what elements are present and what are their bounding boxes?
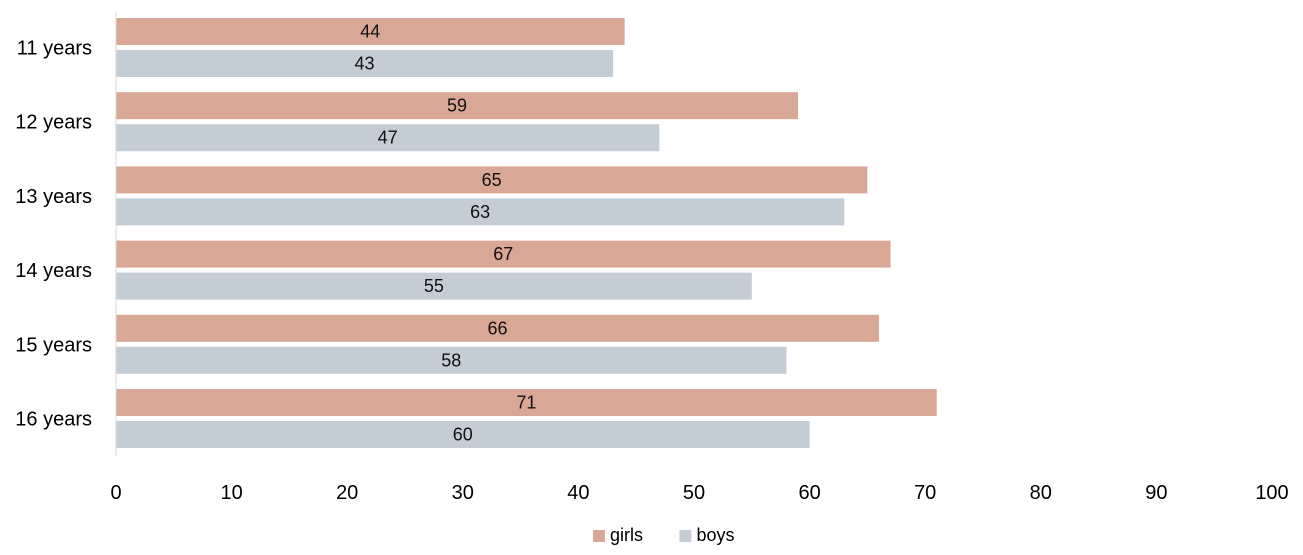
bar-girls	[116, 18, 625, 45]
x-tick-label: 100	[1255, 482, 1288, 504]
category-label: 16 years	[15, 409, 92, 431]
x-tick-label: 80	[1030, 482, 1052, 504]
bar-boys	[116, 272, 752, 300]
bar-boys	[116, 198, 845, 226]
x-tick-label: 60	[798, 482, 820, 504]
category-label: 12 years	[15, 112, 92, 134]
category-label: 14 years	[15, 260, 92, 282]
legend-label-boys: boys	[697, 525, 735, 545]
data-label: 47	[378, 128, 398, 148]
data-label: 44	[360, 22, 380, 42]
data-label: 60	[453, 425, 473, 445]
x-tick-labels-layer: 0 10 20 30 40 50 60 70 80 90 100	[110, 482, 1288, 504]
bar-girls	[116, 92, 799, 120]
category-label: 11 years	[17, 38, 92, 60]
bar-girls	[116, 314, 879, 342]
category-label: 15 years	[15, 334, 92, 356]
data-label: 63	[470, 202, 490, 222]
bars-layer	[116, 18, 937, 448]
category-labels-layer: 11 years 12 years 13 years 14 years 15 years…	[15, 38, 92, 431]
x-tick-label: 30	[452, 482, 474, 504]
x-tick-label: 90	[1145, 482, 1167, 504]
x-tick-label: 10	[220, 482, 242, 504]
legend-swatch-girls	[593, 530, 605, 542]
x-tick-label: 70	[914, 482, 936, 504]
legend-label-girls: girls	[610, 525, 643, 545]
bar-girls	[116, 240, 891, 268]
x-tick-label: 50	[683, 482, 705, 504]
x-tick-label: 0	[110, 482, 121, 504]
data-label: 65	[482, 170, 502, 190]
category-label: 13 years	[15, 186, 92, 208]
data-label: 55	[424, 276, 444, 296]
bar-boys	[116, 421, 810, 448]
bar-boys	[116, 346, 787, 374]
data-labels-layer: 44 43 59 47 65 63 67 55 66 58 71 60	[355, 22, 537, 445]
data-label: 58	[441, 350, 461, 370]
bar-boys	[116, 124, 660, 152]
x-tick-label: 40	[567, 482, 589, 504]
legend-swatch-boys	[679, 530, 692, 542]
bar-girls	[116, 389, 937, 416]
data-label: 59	[447, 96, 467, 116]
legend: girls boys	[593, 525, 735, 545]
data-label: 71	[516, 393, 536, 413]
data-label: 66	[487, 318, 507, 338]
data-label: 43	[355, 54, 375, 74]
x-tick-label: 20	[336, 482, 358, 504]
bar-girls	[116, 166, 868, 194]
bar-boys	[116, 50, 614, 77]
data-label: 67	[493, 244, 513, 264]
